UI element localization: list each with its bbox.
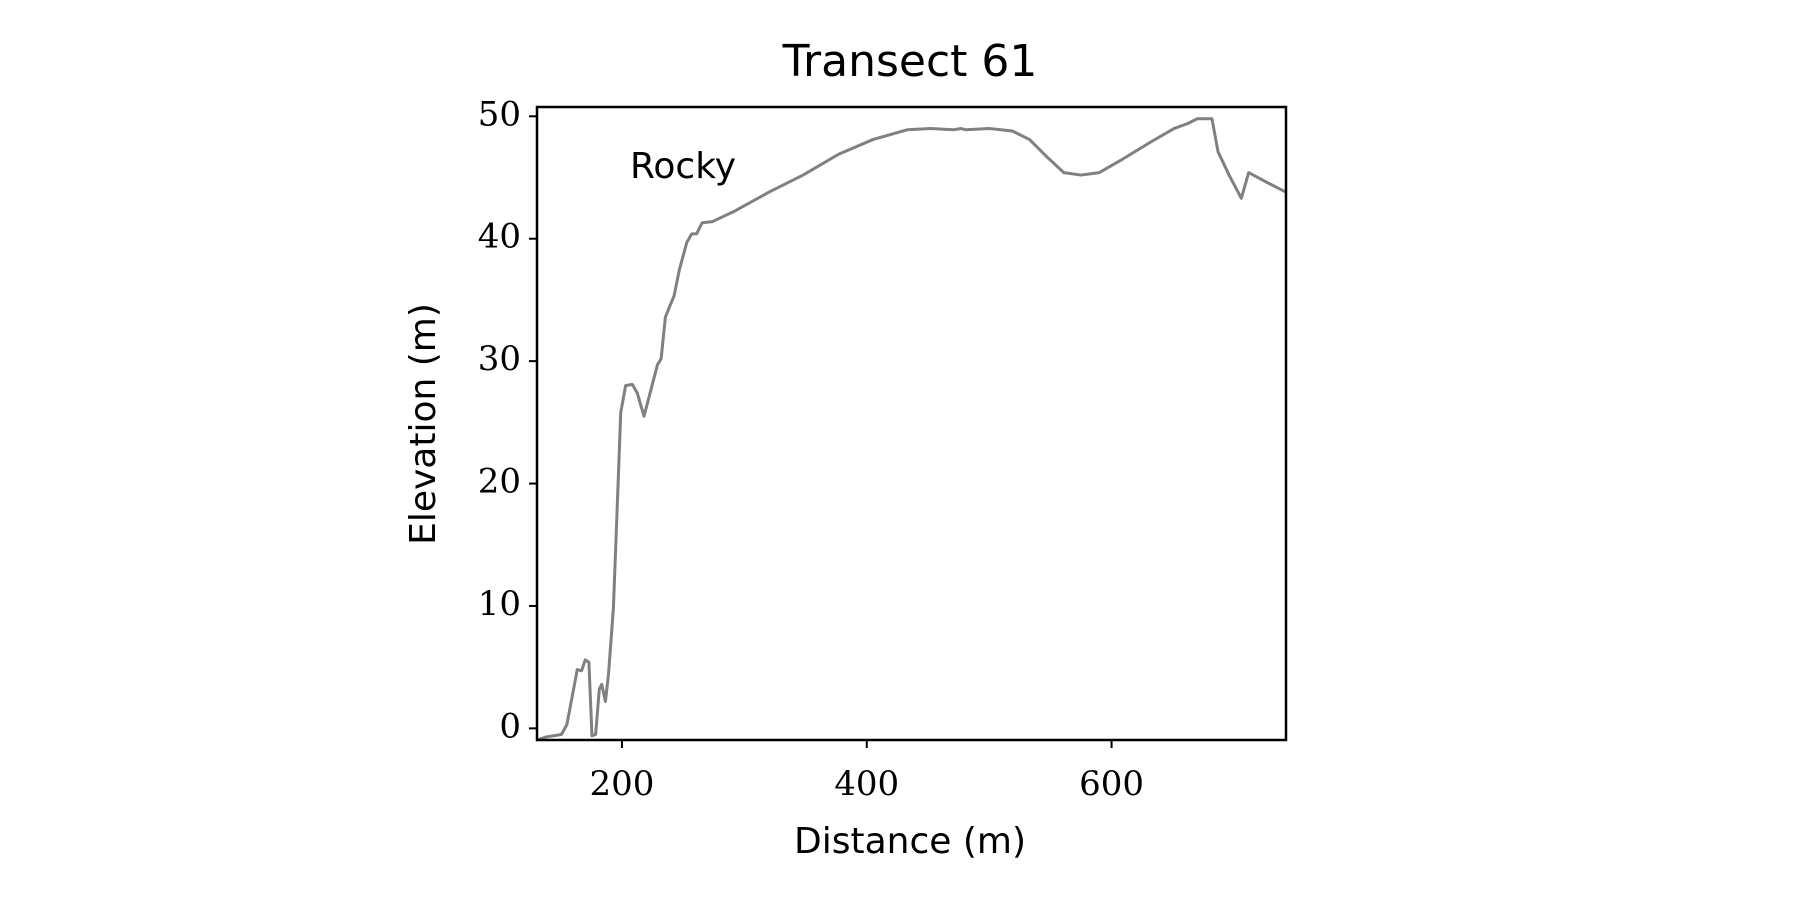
- y-tick-label: 0: [499, 706, 521, 746]
- line-series: [536, 117, 1287, 742]
- plot-frame: [535, 105, 1288, 742]
- y-tick-label: 40: [478, 217, 521, 257]
- y-axis-label: Elevation (m): [403, 303, 444, 545]
- chart-title: Transect 61: [782, 36, 1038, 87]
- y-tick-label: 20: [478, 462, 521, 502]
- x-tick-label: 200: [589, 764, 654, 804]
- y-tick-label: 50: [478, 94, 521, 134]
- y-tick-label: 10: [478, 584, 521, 624]
- x-tick-label: 400: [834, 764, 899, 804]
- y-tick-label: 30: [478, 339, 521, 379]
- x-axis-label: Distance (m): [794, 821, 1026, 862]
- annotation: Rocky: [630, 146, 736, 187]
- x-tick-label: 600: [1079, 764, 1144, 804]
